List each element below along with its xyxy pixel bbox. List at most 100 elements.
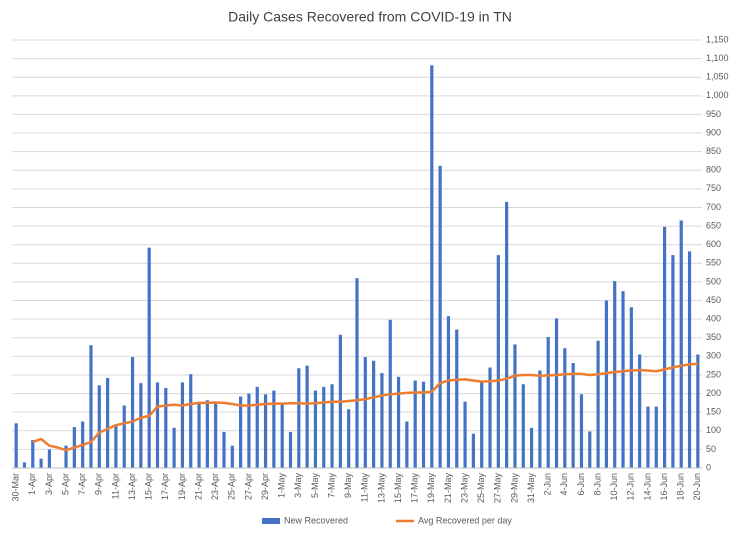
bar [438, 165, 442, 468]
bar [687, 251, 692, 468]
x-tick-label: 16-Jun [659, 473, 669, 501]
x-tick-label: 27-May [493, 473, 503, 504]
y-tick-label: 550 [706, 258, 721, 268]
bar [106, 377, 110, 468]
y-tick-label: 900 [706, 127, 721, 137]
y-tick-label: 850 [706, 146, 721, 156]
bar [529, 427, 534, 468]
bar [164, 387, 168, 468]
x-tick-label: 1-Apr [27, 473, 37, 495]
x-tick-label: 8-Jun [592, 473, 602, 496]
x-tick-label: 13-Apr [127, 473, 137, 500]
bar [621, 291, 625, 468]
bar [696, 354, 700, 468]
y-tick-label: 800 [706, 165, 721, 175]
y-tick-label: 300 [706, 351, 721, 361]
legend-label: Avg Recovered per day [418, 515, 512, 525]
x-tick-label: 5-Apr [60, 473, 70, 495]
bar [255, 386, 259, 468]
bar [662, 226, 667, 468]
x-tick-label: 9-May [343, 473, 353, 499]
x-tick-label: 14-Jun [642, 473, 652, 501]
x-tick-label: 19-Apr [177, 473, 187, 500]
legend-swatch [262, 518, 280, 524]
bar [538, 370, 542, 468]
bar [322, 386, 326, 468]
bar [372, 360, 376, 468]
legend-label: New Recovered [284, 515, 348, 525]
bar [430, 65, 434, 468]
bar [613, 281, 617, 468]
bar [563, 348, 567, 468]
bar [280, 404, 284, 468]
bar [513, 344, 517, 468]
bar [330, 384, 334, 468]
bar [554, 318, 559, 468]
x-tick-label: 17-May [410, 473, 420, 504]
y-tick-label: 200 [706, 388, 721, 398]
x-tick-label: 30-Mar [11, 473, 21, 502]
x-tick-label: 17-Apr [160, 473, 170, 500]
y-tick-label: 1,050 [706, 72, 729, 82]
x-tick-label: 29-Apr [260, 473, 270, 500]
x-tick-label: 3-May [293, 473, 303, 499]
y-tick-label: 50 [706, 444, 716, 454]
bar [130, 357, 135, 468]
bar [122, 405, 126, 468]
y-tick-label: 450 [706, 295, 721, 305]
bar [413, 380, 417, 468]
x-tick-label: 21-May [443, 473, 453, 504]
bar [546, 336, 550, 468]
y-tick-label: 100 [706, 425, 721, 435]
y-tick-label: 1,150 [706, 34, 729, 44]
bar [480, 381, 484, 468]
bar [89, 345, 93, 468]
bar [230, 445, 234, 468]
bar [579, 394, 584, 468]
bar [638, 354, 642, 468]
bar [363, 357, 367, 468]
x-tick-label: 5-May [310, 473, 320, 499]
bar [496, 255, 500, 468]
y-tick-label: 700 [706, 202, 721, 212]
x-tick-label: 6-Jun [576, 473, 586, 496]
y-tick-label: 950 [706, 109, 721, 119]
y-tick-label: 600 [706, 239, 721, 249]
y-tick-label: 0 [706, 462, 711, 472]
x-tick-label: 20-Jun [692, 473, 702, 501]
x-tick-label: 13-May [376, 473, 386, 504]
bar [305, 365, 309, 468]
x-tick-label: 4-Jun [559, 473, 569, 496]
bar [97, 385, 101, 468]
bar [64, 445, 68, 468]
bar [239, 396, 243, 468]
bar [214, 402, 218, 468]
x-tick-label: 2-Jun [543, 473, 553, 496]
x-tick-label: 29-May [509, 473, 519, 504]
bar [521, 384, 525, 468]
x-tick-label: 27-Apr [243, 473, 253, 500]
bar [505, 201, 509, 469]
line [32, 362, 698, 452]
x-tick-label: 25-May [476, 473, 486, 504]
bar [396, 376, 401, 468]
bar [180, 382, 185, 468]
bar [197, 401, 201, 468]
bar [139, 383, 143, 468]
bar [471, 433, 475, 468]
bar [671, 255, 675, 468]
bar [297, 368, 301, 468]
y-tick-label: 350 [706, 332, 721, 342]
x-tick-label: 18-Jun [676, 473, 686, 501]
x-tick-label: 21-Apr [193, 473, 203, 500]
bar [596, 340, 600, 468]
bar [446, 316, 451, 468]
bar [47, 449, 52, 468]
bar [31, 440, 35, 468]
bar [679, 220, 683, 468]
bar [646, 406, 650, 468]
y-tick-label: 250 [706, 369, 721, 379]
x-tick-label: 3-Apr [44, 473, 54, 495]
x-tick-label: 15-Apr [144, 473, 154, 500]
